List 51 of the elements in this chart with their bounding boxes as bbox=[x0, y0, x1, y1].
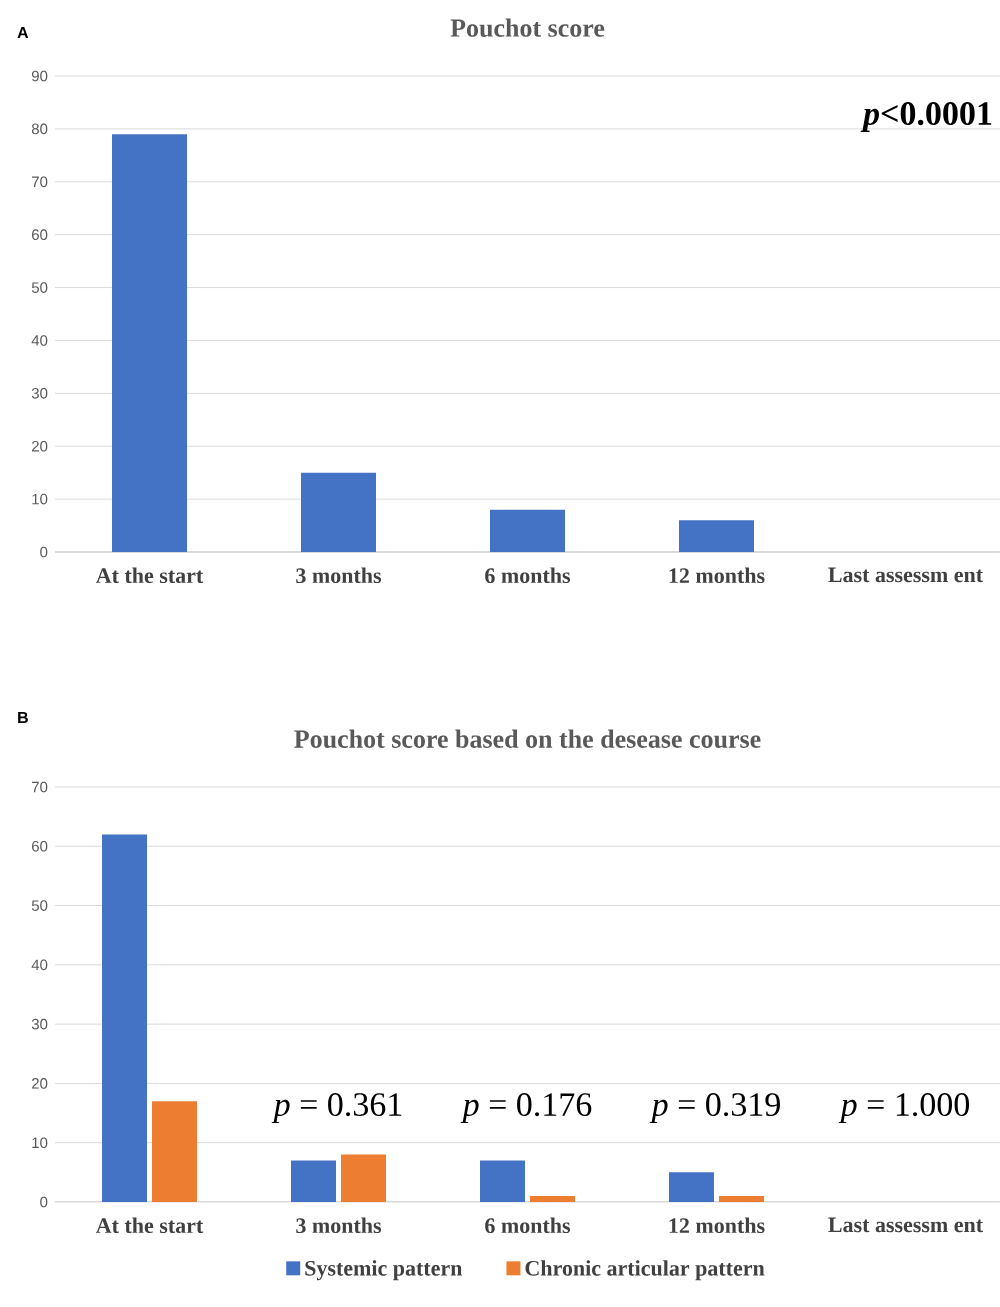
y-tick-label: 20 bbox=[31, 440, 48, 452]
y-tick-label: 80 bbox=[31, 123, 48, 135]
bar bbox=[479, 1160, 525, 1202]
chart-title: Pouchot score based on the desease course bbox=[294, 729, 761, 748]
x-tick-label: 3 months bbox=[296, 567, 381, 584]
legend-label: Systemic pattern bbox=[305, 1260, 462, 1281]
y-tick-label: 90 bbox=[31, 70, 48, 82]
x-tick-label: 12 months bbox=[669, 567, 765, 584]
bar bbox=[718, 1196, 764, 1202]
y-tick-label: 50 bbox=[31, 282, 48, 293]
y-tick-label: 10 bbox=[32, 493, 48, 505]
y-tick-label: 20 bbox=[31, 1078, 48, 1089]
text: A bbox=[17, 27, 29, 39]
legend-label: Chronic articular pattern bbox=[525, 1260, 765, 1281]
bar bbox=[340, 1154, 386, 1202]
annotation: p<0.0001 bbox=[860, 102, 991, 132]
y-tick-label: 70 bbox=[31, 176, 48, 188]
y-tick-label: 10 bbox=[32, 1137, 48, 1149]
y-tick-label: 30 bbox=[31, 1018, 48, 1030]
y-tick-label: 40 bbox=[31, 959, 48, 971]
y-tick-label: 0 bbox=[40, 1196, 48, 1208]
annotation: p = 0.361 bbox=[271, 1093, 402, 1123]
bar bbox=[529, 1196, 575, 1202]
text: B bbox=[17, 712, 28, 724]
y-tick-label: 60 bbox=[31, 840, 48, 852]
y-tick-label: 40 bbox=[31, 335, 48, 346]
y-tick-label: 70 bbox=[31, 781, 48, 793]
x-tick-label: At the start bbox=[95, 1217, 203, 1234]
bar bbox=[290, 1160, 336, 1202]
annotation: p = 0.319 bbox=[649, 1093, 780, 1123]
annotation: p = 0.176 bbox=[460, 1093, 592, 1123]
x-tick-label: 12 months bbox=[669, 1217, 765, 1234]
bar bbox=[678, 520, 754, 552]
y-tick-label: 50 bbox=[31, 900, 48, 911]
x-tick-label: Last assessm ent bbox=[828, 567, 983, 583]
y-tick-label: 30 bbox=[31, 388, 48, 399]
y-tick-label: 60 bbox=[31, 229, 48, 240]
bar bbox=[151, 1101, 197, 1202]
annotation: p = 1.000 bbox=[838, 1093, 969, 1123]
bar bbox=[668, 1172, 714, 1202]
bar bbox=[300, 472, 376, 552]
bar bbox=[489, 509, 565, 552]
chart-title: Pouchot score bbox=[450, 18, 605, 37]
bar bbox=[111, 134, 187, 552]
x-tick-label: 6 months bbox=[484, 1217, 570, 1234]
y-tick-label: 0 bbox=[40, 546, 48, 558]
x-tick-label: 6 months bbox=[484, 567, 570, 584]
bar bbox=[101, 834, 147, 1202]
x-tick-label: 3 months bbox=[296, 1217, 381, 1234]
x-tick-label: Last assessm ent bbox=[828, 1217, 983, 1233]
x-tick-label: At the start bbox=[95, 567, 203, 584]
